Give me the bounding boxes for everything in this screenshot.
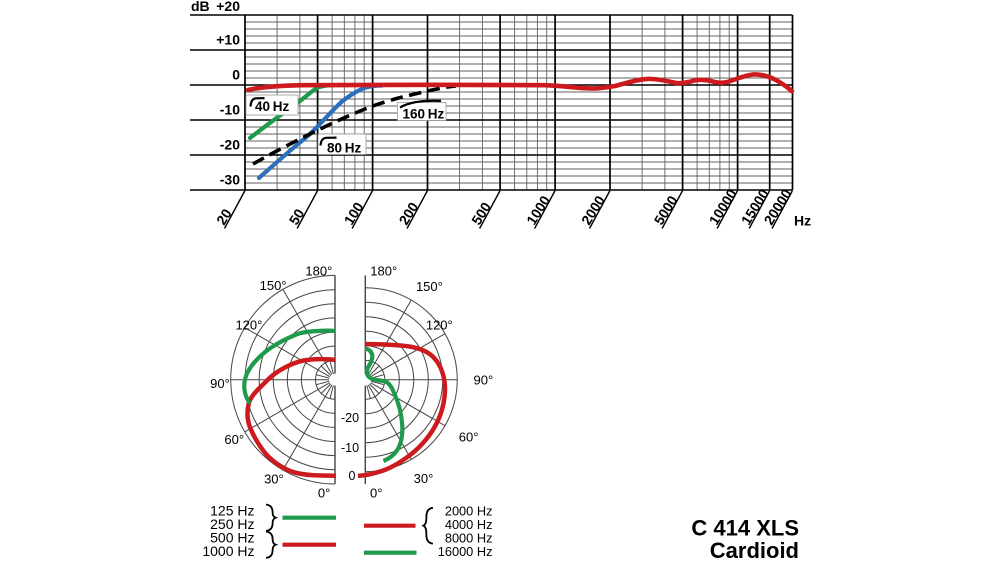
svg-text:120°: 120°: [235, 317, 262, 332]
svg-text:+10: +10: [216, 32, 240, 48]
svg-text:-10: -10: [220, 102, 240, 118]
svg-text:C 414 XLS: C 414 XLS: [691, 516, 799, 541]
svg-text:150°: 150°: [260, 278, 287, 293]
svg-text:250 Hz: 250 Hz: [210, 516, 254, 532]
svg-text:2000 Hz: 2000 Hz: [445, 504, 493, 519]
svg-text:0°: 0°: [370, 486, 382, 501]
svg-text:60°: 60°: [224, 432, 244, 447]
svg-text:-30: -30: [220, 172, 240, 188]
svg-text:60°: 60°: [459, 430, 479, 445]
svg-text:160 Hz: 160 Hz: [403, 107, 445, 122]
svg-text:8000 Hz: 8000 Hz: [445, 531, 493, 546]
svg-text:dB: dB: [191, 0, 210, 14]
svg-text:Cardioid: Cardioid: [710, 538, 799, 563]
svg-text:-20: -20: [341, 411, 359, 425]
svg-text:0°: 0°: [318, 486, 330, 501]
svg-text:125 Hz: 125 Hz: [210, 503, 254, 519]
svg-text:180°: 180°: [370, 263, 397, 278]
svg-text:1000 Hz: 1000 Hz: [202, 543, 254, 559]
svg-text:4000 Hz: 4000 Hz: [445, 517, 493, 532]
svg-text:150°: 150°: [416, 279, 443, 294]
svg-text:90°: 90°: [474, 372, 494, 387]
svg-text:80 Hz: 80 Hz: [327, 141, 361, 156]
svg-text:30°: 30°: [264, 471, 284, 486]
svg-text:-20: -20: [220, 137, 240, 153]
svg-text:0: 0: [232, 67, 240, 83]
svg-text:500 Hz: 500 Hz: [210, 530, 254, 546]
svg-text:40 Hz: 40 Hz: [255, 99, 289, 114]
svg-text:120°: 120°: [426, 317, 453, 332]
svg-text:-10: -10: [341, 441, 359, 455]
svg-text:20: 20: [213, 206, 235, 228]
svg-text:16000 Hz: 16000 Hz: [438, 544, 493, 559]
svg-text:0: 0: [349, 469, 356, 483]
svg-text:30°: 30°: [414, 471, 434, 486]
svg-text:+20: +20: [216, 0, 240, 14]
svg-text:180°: 180°: [305, 263, 332, 278]
svg-text:Hz: Hz: [794, 213, 811, 229]
svg-text:50: 50: [286, 206, 308, 228]
svg-text:90°: 90°: [210, 376, 230, 391]
